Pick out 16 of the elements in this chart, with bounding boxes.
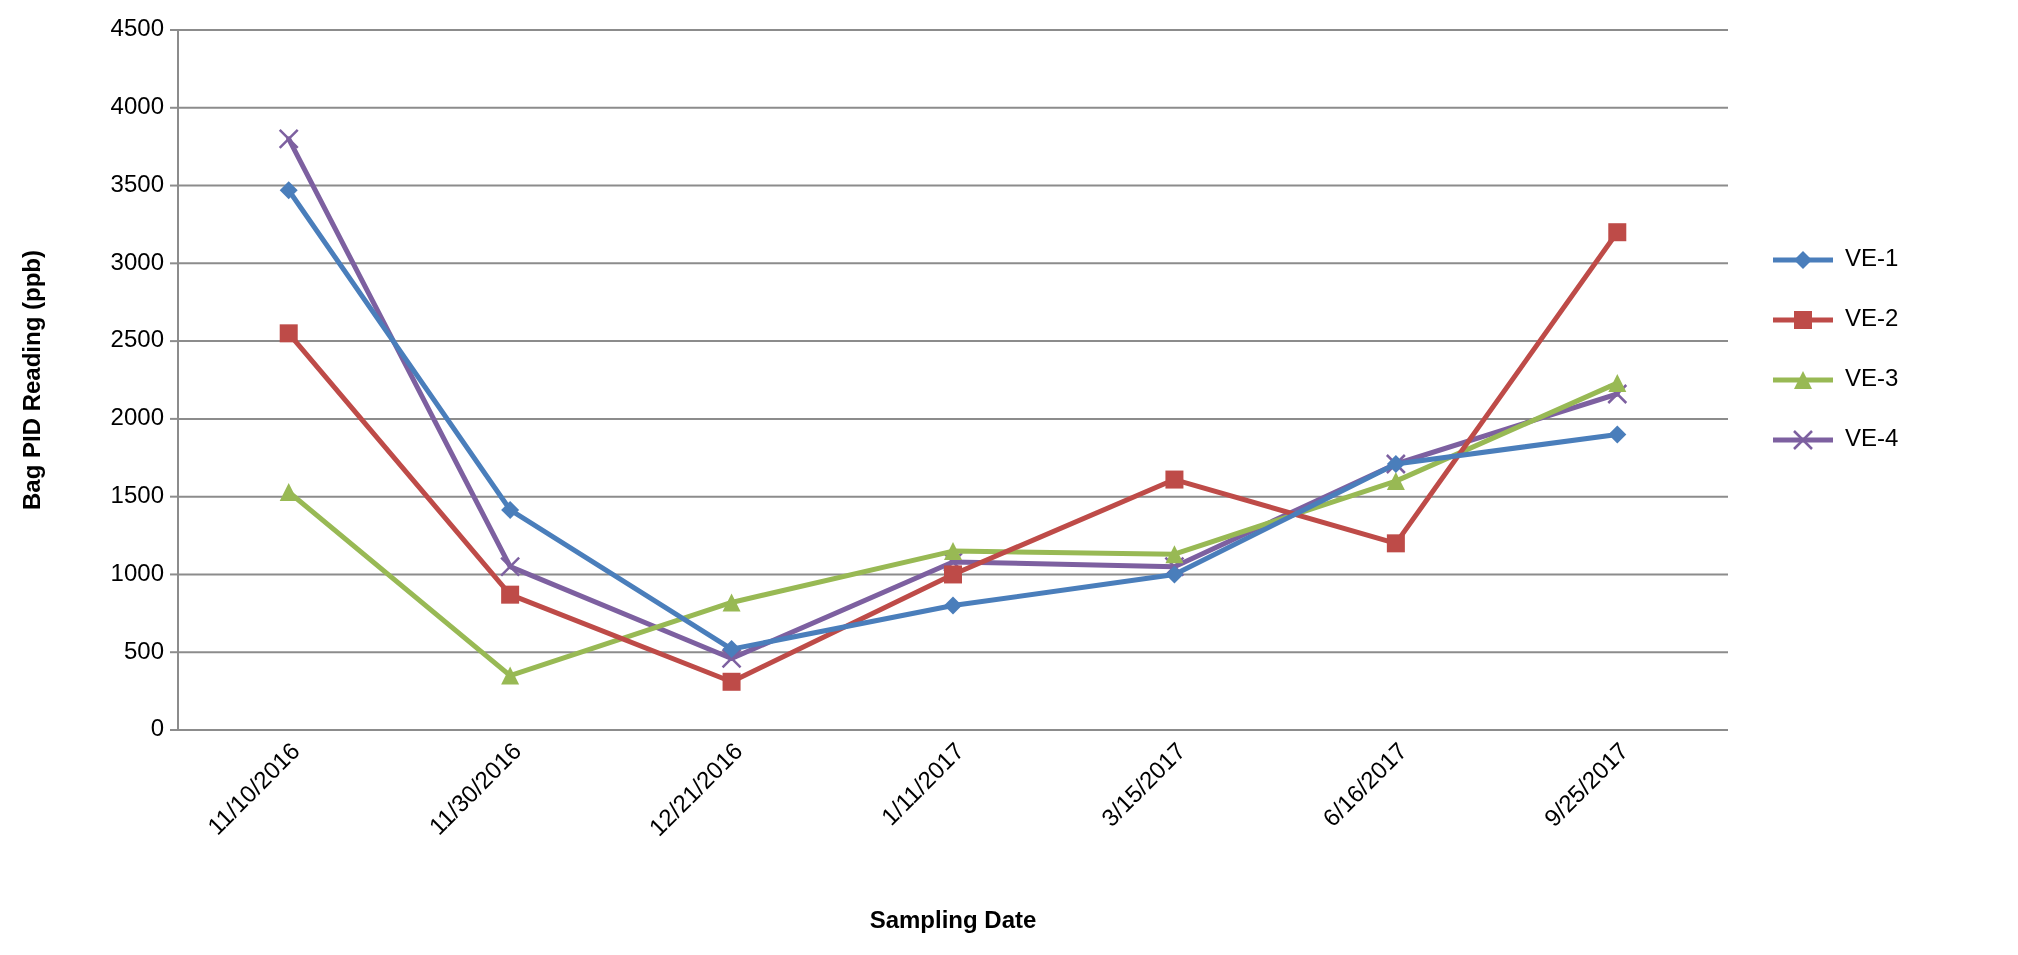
- legend-label: VE-3: [1845, 364, 1899, 392]
- y-tick-label: 1500: [110, 481, 164, 509]
- x-axis-title: Sampling Date: [869, 906, 1037, 933]
- y-axis-title: Bag PID Reading (ppb): [18, 250, 45, 510]
- y-tick-label: 2500: [110, 325, 164, 353]
- y-tick-label: 3500: [110, 169, 164, 197]
- y-tick-label: 0: [150, 714, 164, 742]
- y-tick-label: 2000: [110, 403, 164, 431]
- y-tick-label: 500: [123, 636, 164, 664]
- legend-label: VE-2: [1845, 304, 1899, 332]
- y-tick-label: 4500: [110, 14, 164, 42]
- legend-label: VE-1: [1845, 244, 1899, 272]
- legend-label: VE-4: [1845, 424, 1899, 452]
- y-tick-label: 3000: [110, 247, 164, 275]
- y-tick-label: 1000: [110, 558, 164, 586]
- y-tick-label: 4000: [110, 92, 164, 120]
